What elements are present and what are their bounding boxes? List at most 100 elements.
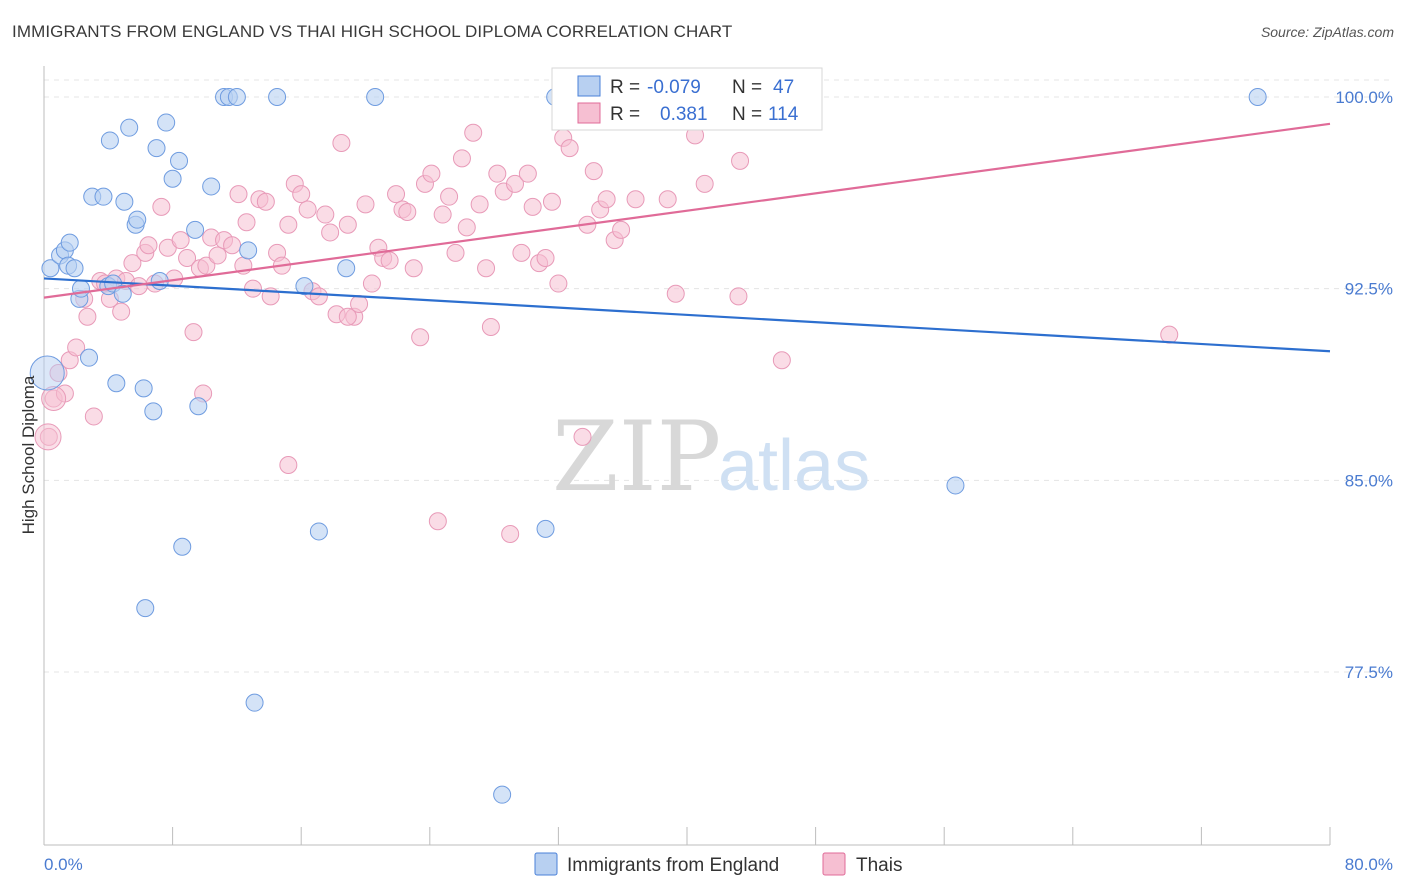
legend-n-label-thais: N = [732,104,762,125]
england-point [71,279,90,298]
thais-point [612,220,631,239]
thais-point [549,274,568,293]
thais-point [481,318,500,336]
england-point [536,519,555,538]
x-tick-max: 80.0% [1345,855,1393,874]
thais-point [477,259,496,278]
thais-point [237,213,256,232]
thais-point [505,174,524,193]
legend-r-value-thais: 0.381 [660,104,708,125]
thais-point [279,215,298,234]
england-point [309,522,328,541]
y-tick-labels: 77.5% 85.0% 92.5% 100.0% [1335,88,1393,682]
thais-point [488,164,507,183]
thais-point [433,205,452,224]
thais-point [298,200,317,219]
thais-point [309,287,328,306]
chart-title: IMMIGRANTS FROM ENGLAND VS THAI HIGH SCH… [12,22,733,41]
england-point [157,113,176,132]
thais-point [542,192,561,211]
thais-point [584,162,603,181]
thais-point [223,236,242,255]
thais-point-large [34,423,62,451]
x-tick-min: 0.0% [44,855,83,874]
england-point-large [29,355,65,391]
thais-point [292,185,311,204]
england-point [128,210,147,229]
thais-point [518,164,537,183]
england-point [337,259,356,278]
thais-point [178,249,197,267]
thais-point [362,274,381,293]
thais-point [1160,325,1179,344]
y-tick-label: 100.0% [1335,88,1393,107]
thais-point [573,427,592,446]
legend-r-label-england: R = [610,77,640,98]
y-tick-label: 85.0% [1345,471,1393,490]
bottom-legend-swatch-england [534,852,558,876]
thais-point [464,123,483,142]
thais-point [452,149,471,168]
england-points [29,88,1267,804]
thais-point [501,525,520,543]
thais-point [171,231,190,250]
thais-point [560,139,579,158]
trend-lines [43,122,1331,353]
legend-r-label-thais: R = [610,104,640,125]
legend-n-value-england: 47 [773,77,794,98]
thais-point [197,256,216,275]
thais-point [184,323,203,342]
legend-n-value-thais: 114 [768,104,799,125]
england-point [94,187,113,206]
thais-point [229,185,248,204]
england-point [295,277,314,296]
thais-point [279,456,298,474]
thais-point [470,195,489,214]
england-point [147,139,166,158]
thais-point [446,243,465,262]
thais-point [658,190,677,209]
legend-swatch-thais [577,102,601,124]
england-point [113,284,132,303]
thais-point [398,203,417,221]
thais-point [139,236,158,255]
thais-point [380,251,399,270]
thais-point [666,284,685,303]
england-point [366,88,385,106]
thais-point [84,407,103,426]
england-point [202,177,221,196]
series-legend: Immigrants from England Thais [534,852,902,876]
thais-point [536,249,555,267]
england-point [245,693,264,712]
legend-r-value-england: -0.079 [647,77,701,98]
thais-point [78,307,97,326]
thais-point [387,185,406,204]
england-trend-line [43,277,1331,353]
bottom-legend-label-thais: Thais [856,855,902,876]
thais-point [512,243,531,262]
england-point [144,402,163,421]
england-point [227,88,246,106]
thais-point [422,164,441,183]
grid-lines [44,79,1394,673]
legend-swatch-england [577,75,601,97]
thais-point [626,190,645,209]
thais-point [523,197,542,216]
watermark-atlas: atlas [718,426,870,506]
thais-point [316,205,335,224]
thais-point [338,307,357,326]
england-point [41,259,60,278]
thais-point [411,328,430,347]
england-point [120,118,139,137]
thais-point [440,187,459,206]
y-axis-label: High School Diploma [19,375,38,534]
thais-point [123,254,142,273]
thais-point [208,246,227,265]
thais-point [428,512,447,531]
legend-n-label-england: N = [732,77,762,98]
y-tick-label: 92.5% [1345,280,1393,299]
england-point [100,131,119,150]
thais-point [152,197,171,216]
england-point [80,348,99,367]
